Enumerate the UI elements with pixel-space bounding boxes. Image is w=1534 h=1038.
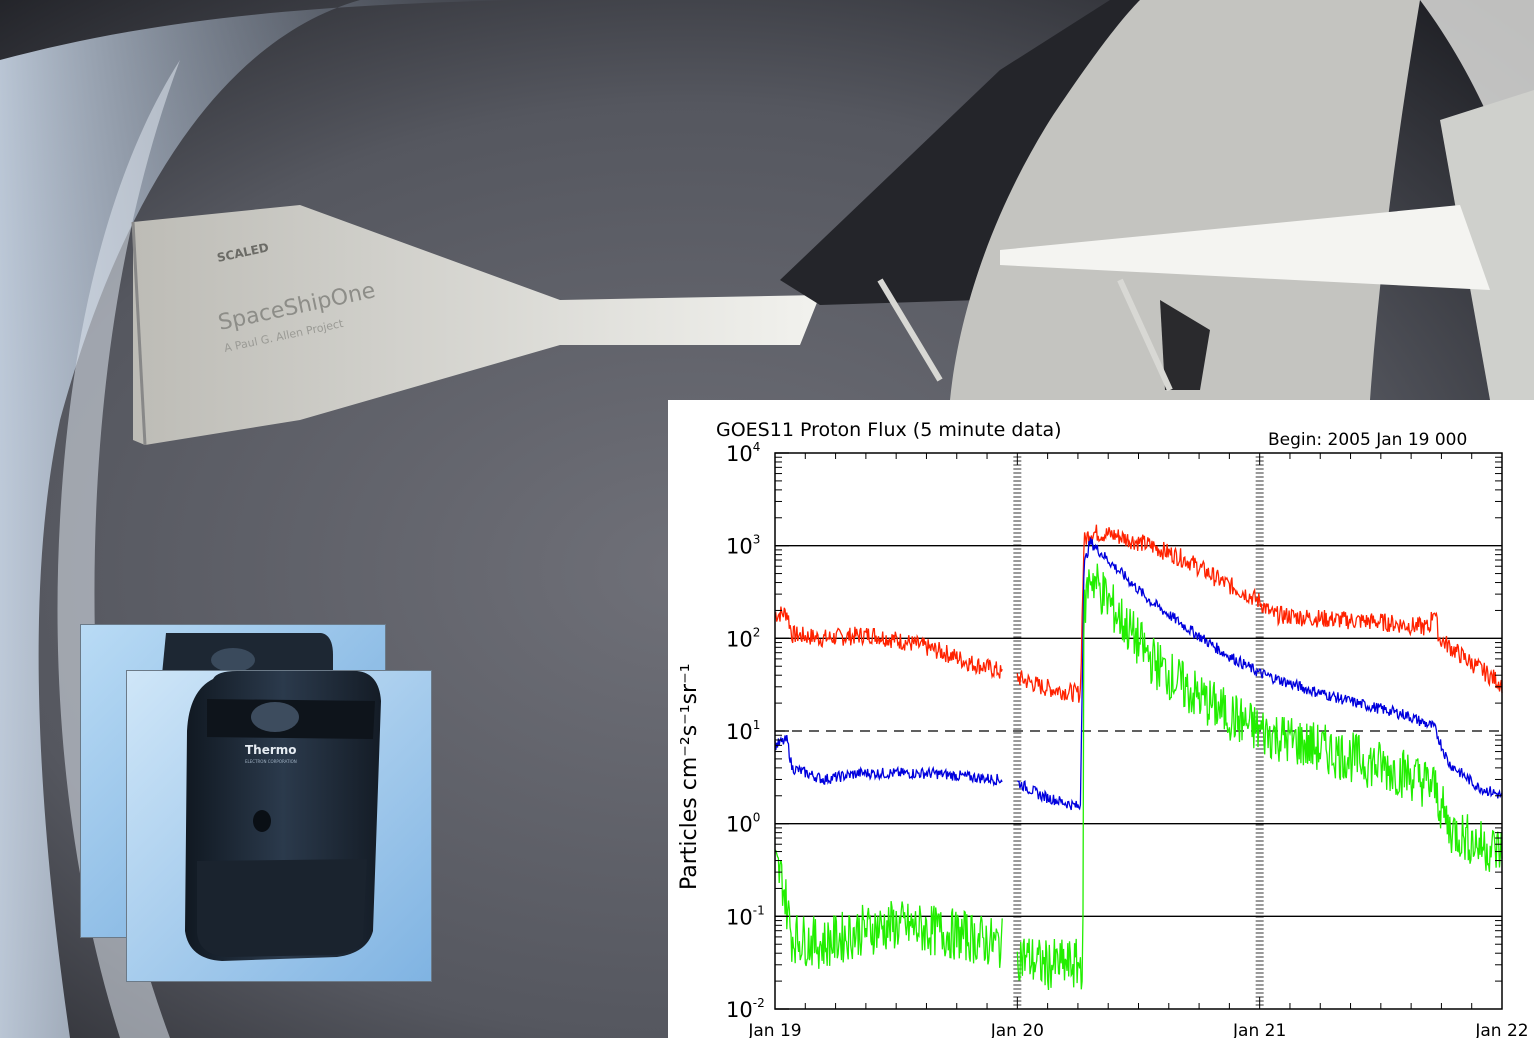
y-tick-label: 100 xyxy=(726,811,760,837)
y-tick-label: 103 xyxy=(726,533,760,559)
dosimeter-photo-front: Thermo ELECTRON CORPORATION xyxy=(126,670,432,982)
proton-flux-chart: GOES11 Proton Flux (5 minute data) Begin… xyxy=(668,400,1534,1038)
y-tick-label: 102 xyxy=(726,625,760,651)
begin-label: Begin: 2005 Jan 19 000 xyxy=(1268,430,1467,450)
series-group xyxy=(774,524,1503,991)
device-subtitle: ELECTRON CORPORATION xyxy=(245,759,297,764)
x-tick-label: Jan 19 xyxy=(747,1021,801,1038)
x-tick-label: Jan 21 xyxy=(1232,1021,1286,1038)
y-axis-label: Particles cm⁻²s⁻¹sr⁻¹ xyxy=(677,663,702,890)
device-brand: Thermo xyxy=(245,743,297,757)
x-tick-label: Jan 22 xyxy=(1474,1021,1528,1038)
y-tick-label: 101 xyxy=(726,718,760,744)
series-line-3 xyxy=(774,563,1503,991)
y-tick-label: 10-2 xyxy=(726,996,765,1022)
chart-title: GOES11 Proton Flux (5 minute data) xyxy=(716,419,1062,441)
x-tick-label: Jan 20 xyxy=(990,1021,1044,1038)
series-line-1 xyxy=(774,524,1503,703)
series-line-2 xyxy=(774,537,1503,811)
y-tick-label: 10-1 xyxy=(726,903,765,929)
y-tick-label: 104 xyxy=(726,440,760,466)
